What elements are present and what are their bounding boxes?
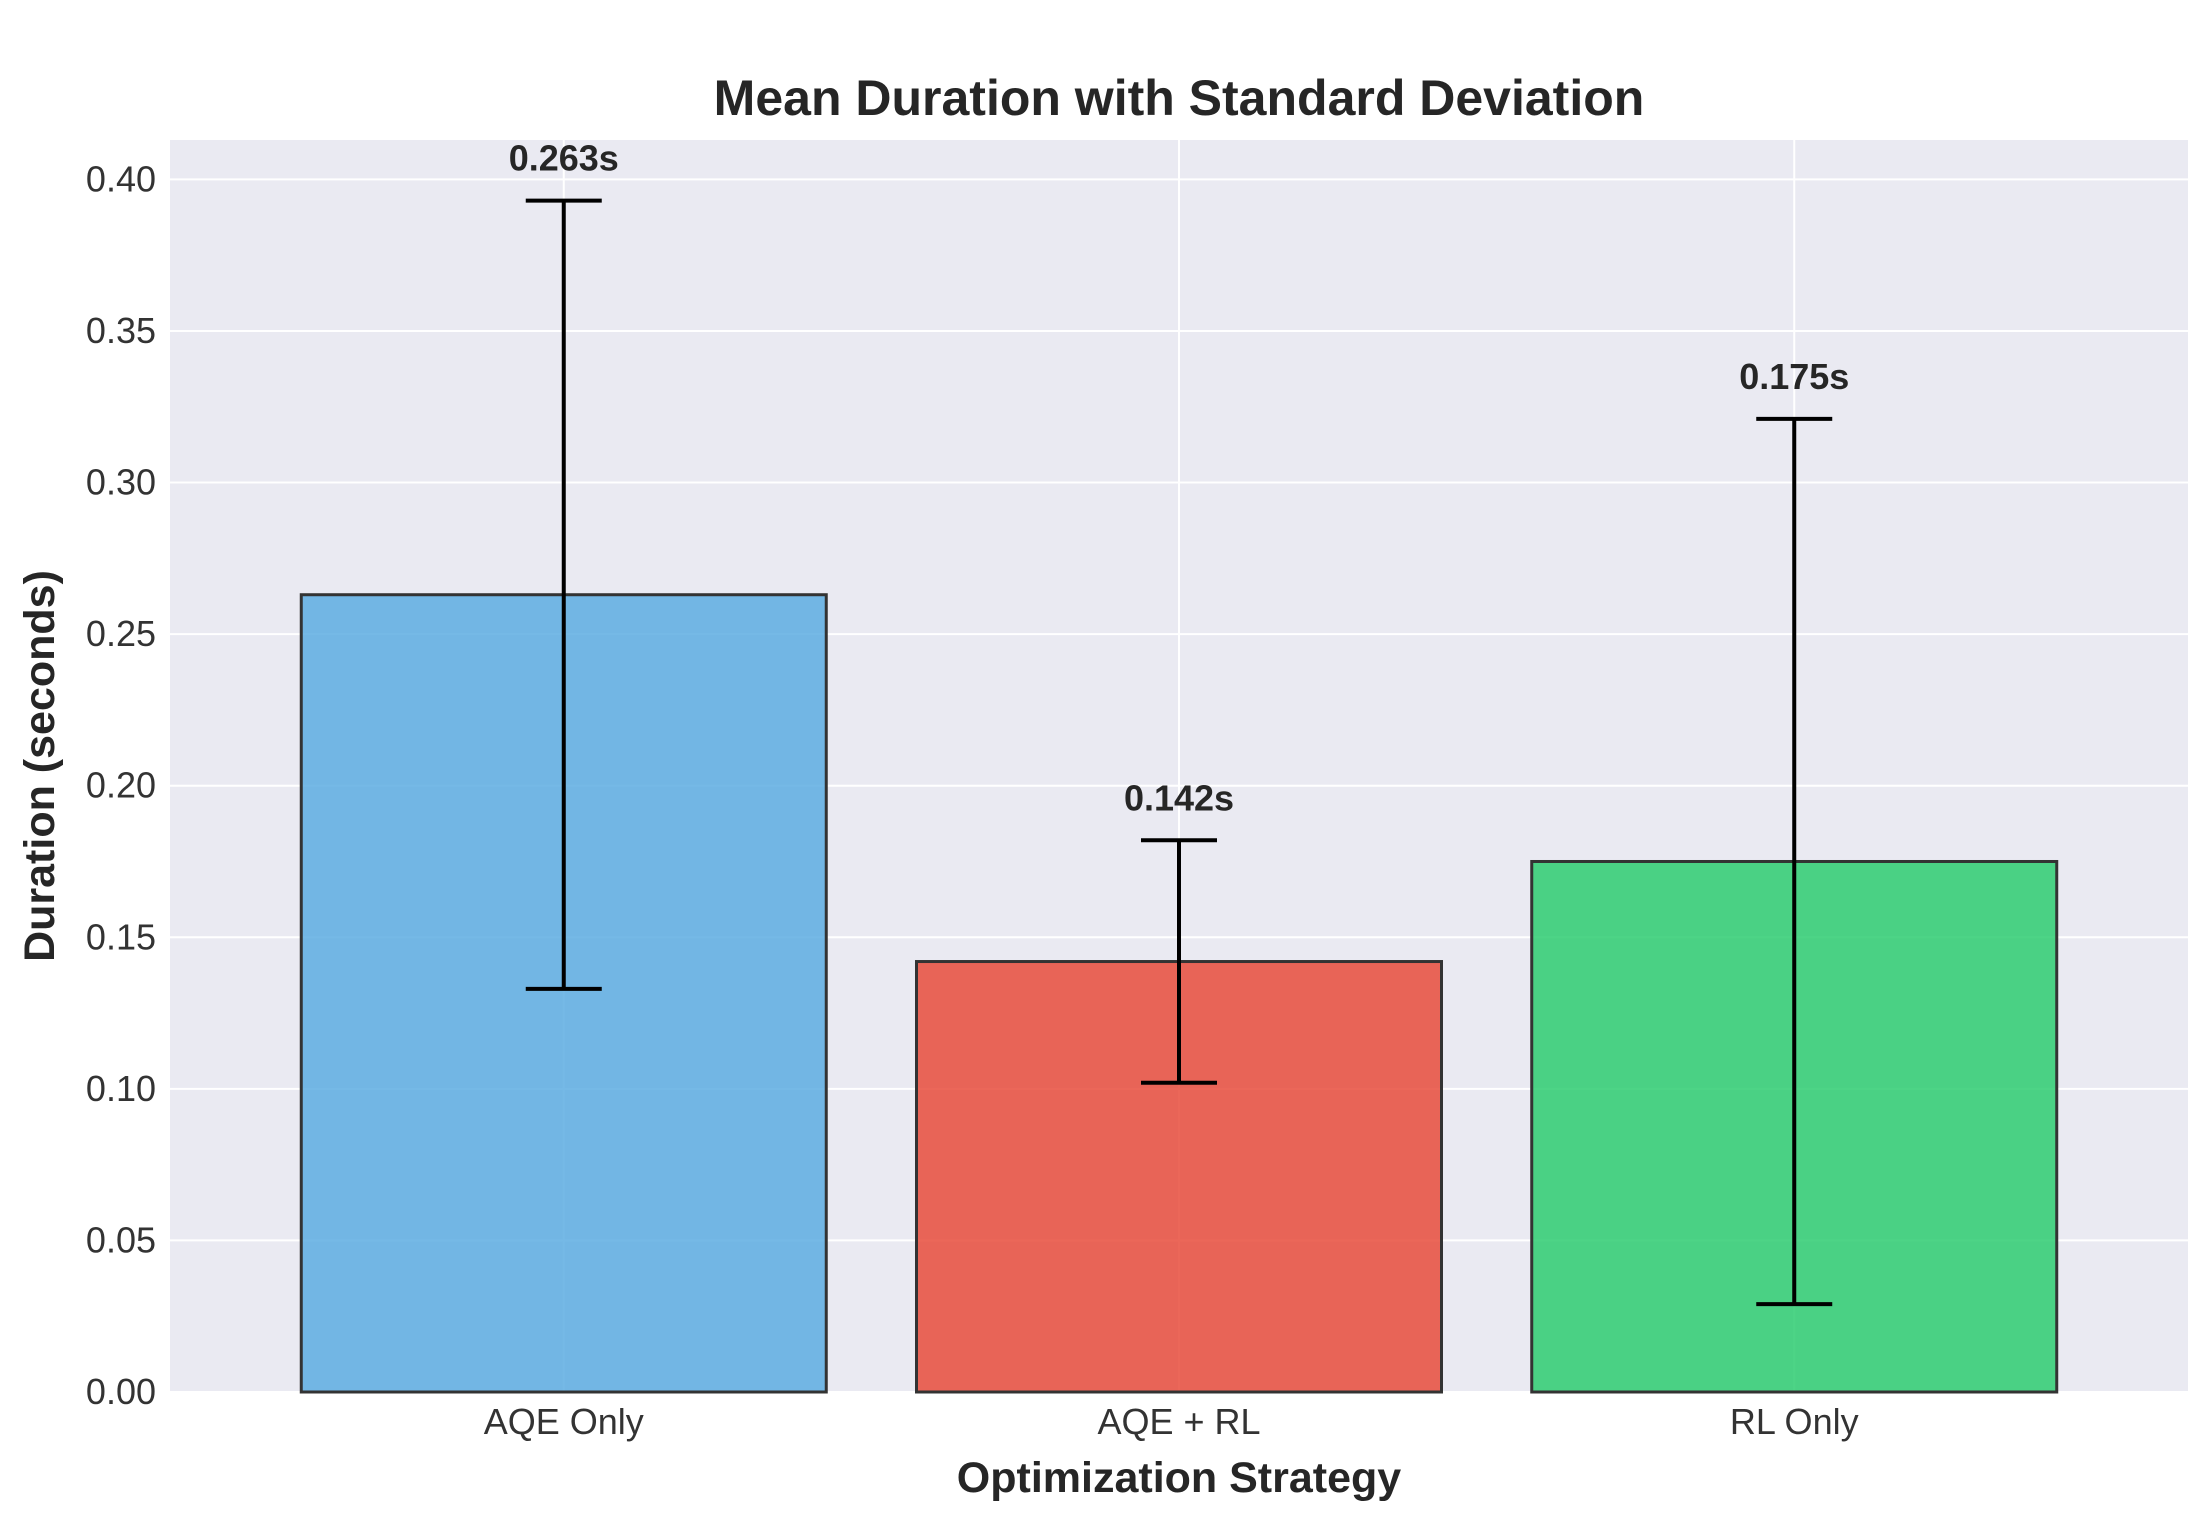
y-axis-label: Duration (seconds) <box>16 570 64 962</box>
y-tick-label: 0.15 <box>86 916 156 957</box>
y-tick-label: 0.25 <box>86 613 156 654</box>
data-label: 0.175s <box>1739 356 1849 397</box>
error-bars <box>525 198 1833 1307</box>
y-tick-label: 0.05 <box>86 1219 156 1260</box>
y-axis-ticks: 0.00 0.05 0.10 0.15 0.20 0.25 0.30 0.35 0.40 <box>86 158 156 1412</box>
x-axis-ticks: AQE Only AQE + RL RL Only <box>484 1401 1859 1442</box>
y-tick-label: 0.00 <box>86 1371 156 1412</box>
x-tick-label: RL Only <box>1730 1401 1859 1442</box>
data-labels: 0.263s 0.142s 0.175s <box>509 138 1850 819</box>
y-tick-label: 0.30 <box>86 462 156 503</box>
y-tick-label: 0.40 <box>86 158 156 199</box>
y-tick-label: 0.35 <box>86 310 156 351</box>
bars <box>299 593 2059 1394</box>
x-axis-label: Optimization Strategy <box>957 1454 1401 1502</box>
chart-title: Mean Duration with Standard Deviation <box>714 70 1645 126</box>
y-tick-label: 0.10 <box>86 1068 156 1109</box>
x-tick-label: AQE + RL <box>1097 1401 1260 1442</box>
data-label: 0.142s <box>1124 777 1234 818</box>
data-label: 0.263s <box>509 138 619 179</box>
x-tick-label: AQE Only <box>484 1401 644 1442</box>
y-tick-label: 0.20 <box>86 765 156 806</box>
